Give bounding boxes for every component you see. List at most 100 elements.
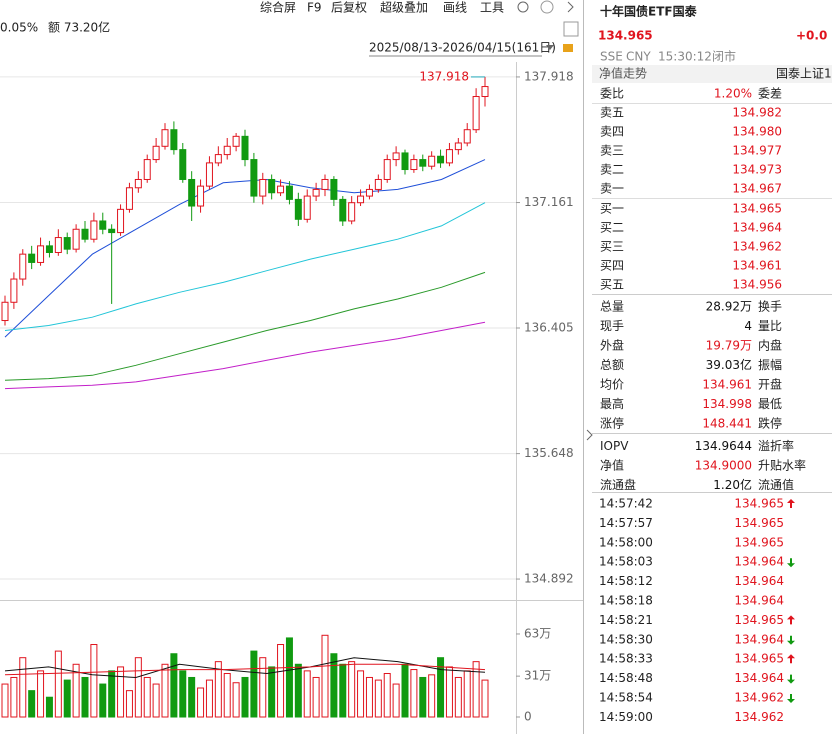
tick-price: 134.965 — [734, 652, 784, 666]
toolbar-button[interactable]: 后复权 — [331, 1, 367, 15]
volume-bar — [99, 683, 107, 718]
wp-icon[interactable] — [563, 21, 579, 37]
candle-body — [410, 159, 418, 171]
volume-bar — [445, 666, 453, 718]
tick-time: 14:58:00 — [599, 535, 653, 549]
stat-label: 振幅 — [758, 357, 782, 372]
candle-body — [134, 178, 142, 189]
toolbar-button[interactable]: 超级叠加 — [380, 0, 428, 15]
tab-row — [592, 65, 832, 83]
tick-price: 134.965 — [734, 497, 784, 511]
volume-bar — [161, 663, 169, 718]
candle-body — [437, 155, 445, 164]
tab-nav[interactable]: 净值走势 — [599, 66, 647, 81]
volume-bar — [357, 670, 365, 718]
book-price: 134.977 — [732, 144, 782, 158]
toolbar-button[interactable]: 工具 — [480, 1, 504, 15]
candle-body — [365, 188, 373, 197]
candle-body — [125, 187, 133, 210]
up-arrow — [787, 499, 795, 508]
toolbar-button[interactable]: 画线 — [443, 1, 467, 15]
y-tick-label: 137.161 — [524, 195, 574, 209]
book-price: 134.982 — [732, 106, 782, 120]
volume-bar — [45, 696, 53, 718]
volume-bar — [63, 679, 71, 718]
book-price: 134.973 — [732, 163, 782, 177]
stat-value: 134.9000 — [695, 459, 752, 473]
volume-bar — [428, 674, 436, 718]
y-tick-label: 135.648 — [524, 446, 574, 460]
last-price: 134.965 — [598, 29, 653, 43]
toolbar-button[interactable]: F9 — [307, 1, 322, 15]
volume-bar — [125, 690, 133, 718]
tick-price: 134.964 — [734, 594, 784, 608]
candle-body — [54, 237, 62, 253]
candle-body — [294, 198, 302, 220]
volume-bar — [259, 657, 267, 718]
volume-bar — [294, 663, 302, 718]
stat-label: 溢折率 — [758, 438, 794, 453]
collapse-arrow[interactable] — [586, 429, 593, 441]
settings-icon[interactable] — [517, 1, 529, 13]
tick-time: 14:58:03 — [599, 555, 653, 569]
volume-average — [4, 657, 486, 679]
book-price: 134.965 — [732, 202, 782, 216]
stat-value: 1.20亿 — [713, 477, 752, 492]
volume-bar — [19, 657, 27, 718]
candle-body — [188, 178, 196, 207]
candle-body — [259, 178, 267, 197]
volume-bar — [268, 666, 276, 718]
volume-bar — [170, 653, 178, 718]
range-dropdown[interactable] — [546, 45, 554, 50]
more-icon[interactable] — [567, 1, 574, 13]
tick-price: 134.964 — [734, 555, 784, 569]
volume-bar — [214, 661, 222, 718]
candle-body — [454, 142, 462, 151]
tick-price: 134.965 — [734, 535, 784, 549]
volume-bar — [81, 676, 89, 718]
book-label: 卖四 — [600, 125, 624, 139]
tick-time: 14:58:18 — [599, 594, 653, 608]
candle-body — [99, 220, 107, 230]
date-range[interactable]: 2025/08/13-2026/04/15(161日) — [369, 41, 556, 55]
candle-body — [45, 245, 53, 253]
y-tick-label: 63万 — [524, 626, 551, 640]
book-label: 卖一 — [600, 182, 624, 196]
toolbar-button[interactable]: 综合屏 — [260, 0, 296, 15]
moving-average — [4, 202, 486, 331]
candle-body — [241, 135, 249, 161]
volume-bar — [410, 669, 418, 718]
volume-bar — [134, 657, 142, 718]
book-price: 134.956 — [732, 278, 782, 292]
stat-label: 均价 — [600, 378, 624, 392]
candle-body — [463, 129, 471, 144]
candle-body — [72, 228, 80, 250]
candle-body — [10, 278, 18, 303]
candle-body — [472, 96, 480, 131]
stat-value: 134.9644 — [695, 439, 752, 453]
volume-bar — [37, 670, 45, 718]
candle-body — [161, 129, 169, 147]
candle-body — [63, 237, 71, 250]
volume-bar — [205, 679, 213, 718]
volume-bar — [250, 650, 258, 718]
lock-icon[interactable] — [563, 44, 573, 52]
help-icon[interactable] — [540, 0, 554, 14]
related-fund[interactable]: 国泰上证1 — [776, 67, 832, 81]
currency: CNY — [626, 50, 651, 64]
stat-label: 最高 — [600, 396, 624, 411]
candle-body — [419, 159, 427, 167]
up-arrow — [787, 654, 795, 664]
diff-label: 委差 — [758, 87, 782, 101]
volume-bar — [54, 650, 62, 718]
volume-bar — [90, 644, 98, 718]
candle-body — [19, 253, 27, 280]
stat-label: 升贴水率 — [758, 458, 806, 473]
candle-body — [312, 188, 320, 197]
change-text: 0.05% — [0, 21, 38, 35]
candle-body — [214, 154, 222, 164]
candle-body — [374, 178, 382, 190]
volume-bar — [188, 676, 196, 718]
